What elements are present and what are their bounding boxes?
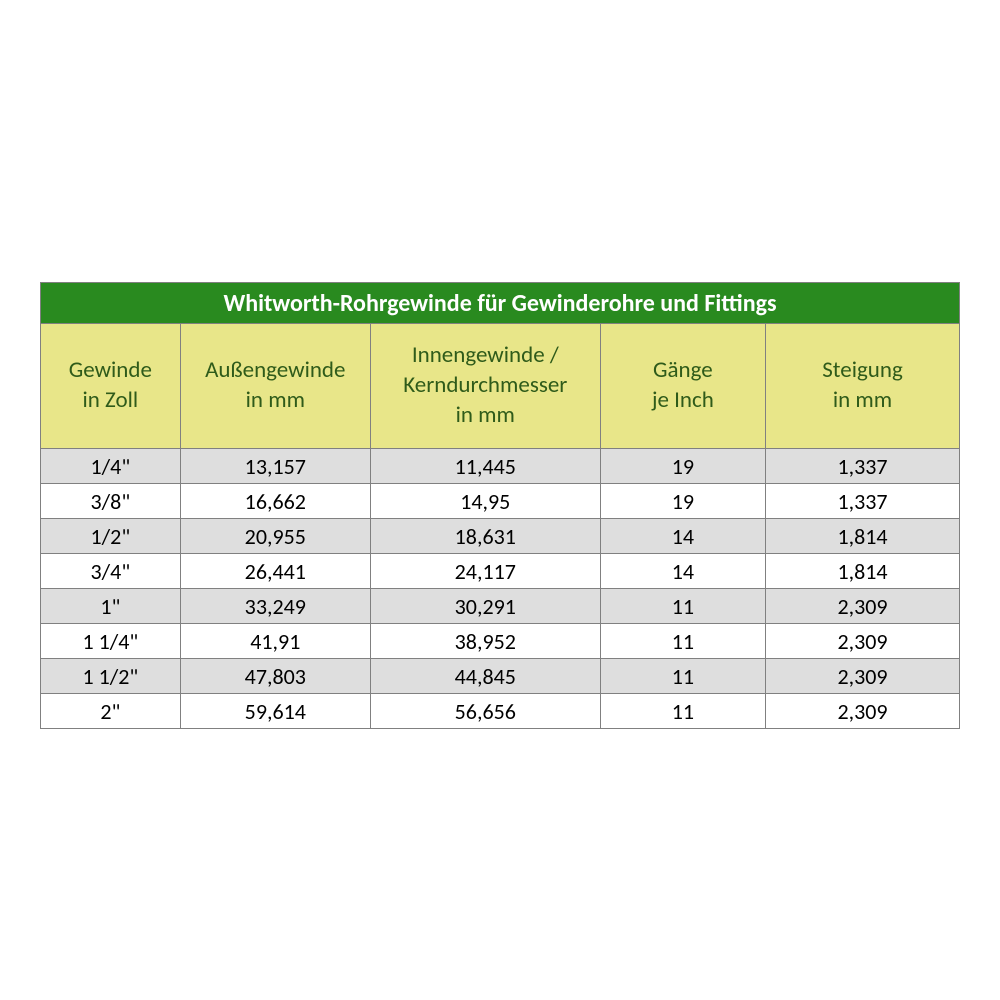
table-cell: 2,309	[766, 694, 960, 729]
table-cell: 14	[600, 554, 765, 589]
whitworth-table: Whitworth-Rohrgewinde für Gewinderohre u…	[40, 282, 960, 729]
header-steigung: Steigung in mm	[766, 324, 960, 449]
table-cell: 19	[600, 484, 765, 519]
table-cell: 11	[600, 694, 765, 729]
table-cell: 3/4"	[41, 554, 181, 589]
table-cell: 14,95	[370, 484, 600, 519]
table-cell: 16,662	[180, 484, 370, 519]
table-cell: 13,157	[180, 449, 370, 484]
table-row: 1/2"20,95518,631141,814	[41, 519, 960, 554]
table-cell: 20,955	[180, 519, 370, 554]
header-gewinde: Gewinde in Zoll	[41, 324, 181, 449]
table-row: 1"33,24930,291112,309	[41, 589, 960, 624]
header-line: in mm	[246, 386, 305, 414]
table-row: 1 1/4"41,9138,952112,309	[41, 624, 960, 659]
table-cell: 2,309	[766, 659, 960, 694]
table-cell: 18,631	[370, 519, 600, 554]
header-row: Gewinde in Zoll Außengewinde in mm Innen…	[41, 324, 960, 449]
header-innengewinde: Innengewinde / Kerndurchmesser in mm	[370, 324, 600, 449]
table-cell: 14	[600, 519, 765, 554]
table-cell: 59,614	[180, 694, 370, 729]
table-cell: 11	[600, 589, 765, 624]
table-cell: 1,337	[766, 449, 960, 484]
table-cell: 1/2"	[41, 519, 181, 554]
table-row: 3/4"26,44124,117141,814	[41, 554, 960, 589]
table-title: Whitworth-Rohrgewinde für Gewinderohre u…	[41, 283, 960, 324]
table-cell: 33,249	[180, 589, 370, 624]
table-container: Whitworth-Rohrgewinde für Gewinderohre u…	[40, 282, 960, 729]
header-line: Steigung	[822, 356, 903, 384]
table-cell: 44,845	[370, 659, 600, 694]
table-body: 1/4"13,15711,445191,3373/8"16,66214,9519…	[41, 449, 960, 729]
header-line: in mm	[456, 401, 515, 429]
table-row: 1 1/2"47,80344,845112,309	[41, 659, 960, 694]
table-cell: 30,291	[370, 589, 600, 624]
table-cell: 2,309	[766, 624, 960, 659]
table-cell: 1,337	[766, 484, 960, 519]
header-line: Gänge	[653, 356, 713, 384]
table-cell: 1,814	[766, 519, 960, 554]
table-row: 2"59,61456,656112,309	[41, 694, 960, 729]
table-cell: 1 1/2"	[41, 659, 181, 694]
table-cell: 24,117	[370, 554, 600, 589]
table-cell: 1,814	[766, 554, 960, 589]
table-cell: 56,656	[370, 694, 600, 729]
table-row: 3/8"16,66214,95191,337	[41, 484, 960, 519]
header-line: Innengewinde /	[412, 341, 559, 369]
header-aussengewinde: Außengewinde in mm	[180, 324, 370, 449]
header-line: in Zoll	[82, 386, 138, 414]
header-line: je Inch	[652, 386, 714, 414]
table-cell: 11	[600, 624, 765, 659]
table-cell: 2,309	[766, 589, 960, 624]
table-cell: 11,445	[370, 449, 600, 484]
table-row: 1/4"13,15711,445191,337	[41, 449, 960, 484]
table-cell: 38,952	[370, 624, 600, 659]
table-cell: 1 1/4"	[41, 624, 181, 659]
header-line: Gewinde	[69, 356, 152, 384]
table-cell: 11	[600, 659, 765, 694]
header-gaenge: Gänge je Inch	[600, 324, 765, 449]
table-cell: 2"	[41, 694, 181, 729]
table-cell: 26,441	[180, 554, 370, 589]
table-cell: 47,803	[180, 659, 370, 694]
title-row: Whitworth-Rohrgewinde für Gewinderohre u…	[41, 283, 960, 324]
table-cell: 19	[600, 449, 765, 484]
table-cell: 1/4"	[41, 449, 181, 484]
header-line: Außengewinde	[205, 356, 345, 384]
table-cell: 3/8"	[41, 484, 181, 519]
table-cell: 1"	[41, 589, 181, 624]
header-line: in mm	[833, 386, 892, 414]
header-line: Kerndurchmesser	[403, 371, 567, 399]
table-cell: 41,91	[180, 624, 370, 659]
